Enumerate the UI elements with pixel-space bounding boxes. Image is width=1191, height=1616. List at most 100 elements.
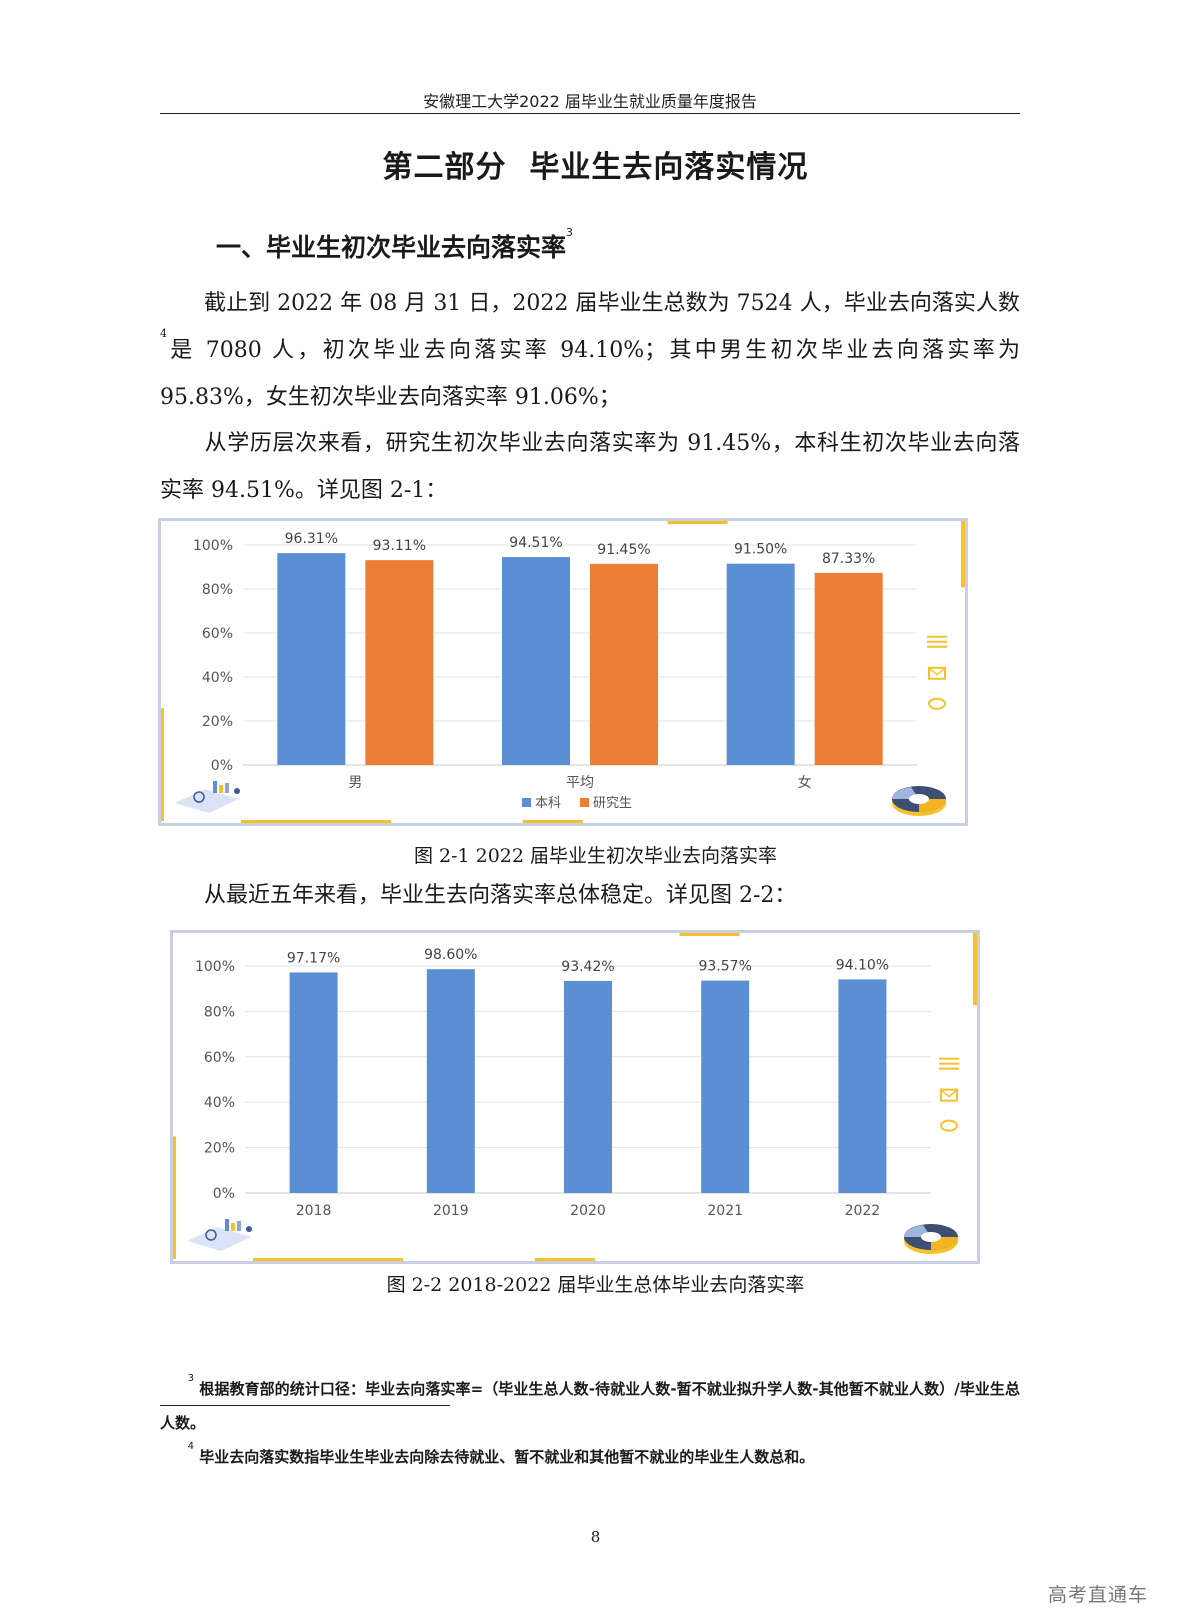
bar bbox=[590, 563, 658, 765]
paragraph-1: 截止到 2022 年 08 月 31 日，2022 届毕业生总数为 7524 人… bbox=[160, 280, 1020, 421]
frame-accent-right bbox=[973, 933, 977, 1006]
footnote-rule bbox=[160, 1405, 450, 1406]
y-tick-label: 100% bbox=[195, 959, 235, 975]
frame-accent-left bbox=[161, 708, 164, 821]
bar bbox=[277, 553, 346, 765]
donut-hole bbox=[909, 794, 929, 804]
illustration-bar bbox=[237, 1221, 241, 1231]
bar bbox=[838, 979, 887, 1193]
frame-decorations bbox=[161, 521, 965, 823]
x-tick-label: 女 bbox=[798, 774, 812, 791]
mail-icon bbox=[940, 1088, 958, 1102]
x-tick-label: 2021 bbox=[707, 1203, 743, 1219]
y-tick-label: 60% bbox=[204, 1050, 235, 1066]
x-tick-label: 平均 bbox=[566, 775, 594, 791]
legend-swatch bbox=[580, 798, 589, 807]
mail-icon-body bbox=[940, 1088, 958, 1102]
frame-accent-bottom bbox=[241, 820, 391, 823]
frame-accent-bottom-2 bbox=[534, 1258, 595, 1261]
x-tick-label: 2018 bbox=[296, 1203, 332, 1219]
bar bbox=[426, 969, 475, 1193]
donut-hole bbox=[921, 1232, 941, 1242]
illustration-lens bbox=[205, 1229, 217, 1241]
illustration-bar bbox=[225, 1219, 229, 1231]
footnote-4: 4 毕业去向落实数指毕业生毕业去向除去待就业、暂不就业和其他暂不就业的毕业生人数… bbox=[160, 1440, 1020, 1474]
frame-accent-left bbox=[173, 1136, 176, 1259]
figure-2-2-caption: 图 2-2 2018-2022 届毕业生总体毕业去向落实率 bbox=[386, 1274, 805, 1296]
footnote-ref-4: 4 bbox=[160, 327, 167, 340]
x-tick-label: 2020 bbox=[570, 1203, 606, 1219]
section-title: 一、毕业生初次毕业去向落实率3 bbox=[216, 226, 573, 264]
y-tick-label: 80% bbox=[202, 582, 233, 598]
donut-chart-icon bbox=[892, 786, 946, 816]
illustration-bar bbox=[213, 781, 217, 793]
data-label: 97.17% bbox=[287, 950, 340, 966]
menu-icon-line bbox=[939, 1057, 959, 1060]
illustration-base bbox=[175, 789, 239, 813]
footnote-mark: 3 bbox=[187, 1373, 194, 1384]
chat-icon bbox=[940, 1119, 958, 1132]
menu-icon-line bbox=[927, 640, 947, 643]
grid bbox=[243, 544, 917, 766]
chart-2-2: 0% 20% 40% 60% 80% 100% 97.17% 2018 98.60% 2019 93… bbox=[173, 933, 977, 1261]
frame-accent-top bbox=[667, 521, 728, 524]
paragraph-1-text-a: 截止到 2022 年 08 月 31 日，2022 届毕业生总数为 7524 人… bbox=[204, 291, 1020, 316]
page-number: 8 bbox=[590, 1528, 601, 1546]
bar bbox=[289, 972, 338, 1193]
y-tick-label: 20% bbox=[204, 1141, 235, 1157]
menu-icon-line bbox=[939, 1062, 959, 1065]
paragraph-2-text: 从学历层次来看，研究生初次毕业去向落实率为 91.45%，本科生初次毕业去向落实… bbox=[160, 431, 1020, 503]
y-tick-label: 0% bbox=[213, 1186, 235, 1202]
frame-accent-bottom-2 bbox=[522, 820, 583, 823]
data-label: 96.31% bbox=[285, 531, 338, 547]
illustration-bar bbox=[231, 1223, 235, 1231]
header-rule bbox=[160, 113, 1020, 114]
data-label: 93.11% bbox=[373, 538, 426, 554]
y-tick-label: 20% bbox=[202, 714, 233, 730]
bar bbox=[564, 980, 612, 1193]
data-illustration-icon bbox=[187, 1219, 252, 1251]
mail-icon-flap bbox=[928, 667, 946, 676]
chart-2-1: 0% 20% 40% 60% 80% 100% 96.31% 93.11% 男 94.51% 91.… bbox=[161, 521, 965, 823]
mail-icon-body bbox=[928, 666, 946, 680]
donut-chart-icon bbox=[904, 1224, 958, 1254]
data-label: 93.57% bbox=[699, 959, 752, 975]
paragraph-1-text-b: 是 7080 人，初次毕业去向落实率 94.10%；其中男生初次毕业去向落实率为… bbox=[160, 338, 1020, 410]
paragraph-3-text: 从最近五年来看，毕业生去向落实率总体稳定。详见图 2-2： bbox=[204, 883, 797, 908]
x-tick-label: 男 bbox=[348, 775, 362, 791]
data-label: 94.10% bbox=[836, 957, 889, 973]
figure-2-2: 0% 20% 40% 60% 80% 100% 97.17% 2018 98.60% 2019 93… bbox=[170, 930, 980, 1264]
figure-2-1-caption: 图 2-1 2022 届毕业生初次毕业去向落实率 bbox=[413, 845, 778, 867]
bar bbox=[726, 563, 795, 765]
section-title-text: 一、毕业生初次毕业去向落实率 bbox=[216, 233, 567, 262]
mail-icon-flap bbox=[940, 1089, 958, 1098]
figure-2-1: 0% 20% 40% 60% 80% 100% 96.31% 93.11% 男 94.51% 91.… bbox=[158, 518, 968, 826]
footnote-4-text: 毕业去向落实数指毕业生毕业去向除去待就业、暂不就业和其他暂不就业的毕业生人数总和… bbox=[199, 1448, 815, 1466]
illustration-dot bbox=[234, 788, 240, 794]
data-label: 93.42% bbox=[561, 959, 614, 975]
frame-decorations bbox=[173, 933, 977, 1261]
footnote-3: 3 根据教育部的统计口径：毕业去向落实率=（毕业生总人数-待就业人数-暂不就业拟… bbox=[160, 1372, 1020, 1440]
bar bbox=[814, 572, 883, 765]
menu-icon bbox=[927, 635, 947, 648]
x-tick-label: 2019 bbox=[433, 1203, 469, 1219]
data-label: 94.51% bbox=[509, 535, 562, 551]
illustration-bar bbox=[225, 783, 229, 793]
y-tick-label: 80% bbox=[204, 1004, 235, 1020]
illustration-bar bbox=[219, 785, 223, 793]
illustration-base bbox=[187, 1227, 251, 1251]
data-label: 91.50% bbox=[734, 542, 787, 558]
frame-accent-right bbox=[961, 521, 965, 588]
paragraph-2: 从学历层次来看，研究生初次毕业去向落实率为 91.45%，本科生初次毕业去向落实… bbox=[160, 420, 1020, 514]
y-tick-label: 100% bbox=[193, 538, 233, 554]
legend-label: 本科 bbox=[535, 796, 561, 811]
y-tick-label: 60% bbox=[202, 626, 233, 642]
legend-label: 研究生 bbox=[593, 796, 632, 811]
legend-swatch bbox=[522, 798, 531, 807]
y-tick-label: 40% bbox=[204, 1095, 235, 1111]
y-tick-label: 40% bbox=[202, 670, 233, 686]
data-illustration-icon bbox=[175, 781, 240, 813]
y-tick-label: 0% bbox=[211, 758, 233, 774]
menu-icon-line bbox=[939, 1067, 959, 1070]
legend-item: 研究生 bbox=[580, 796, 632, 811]
